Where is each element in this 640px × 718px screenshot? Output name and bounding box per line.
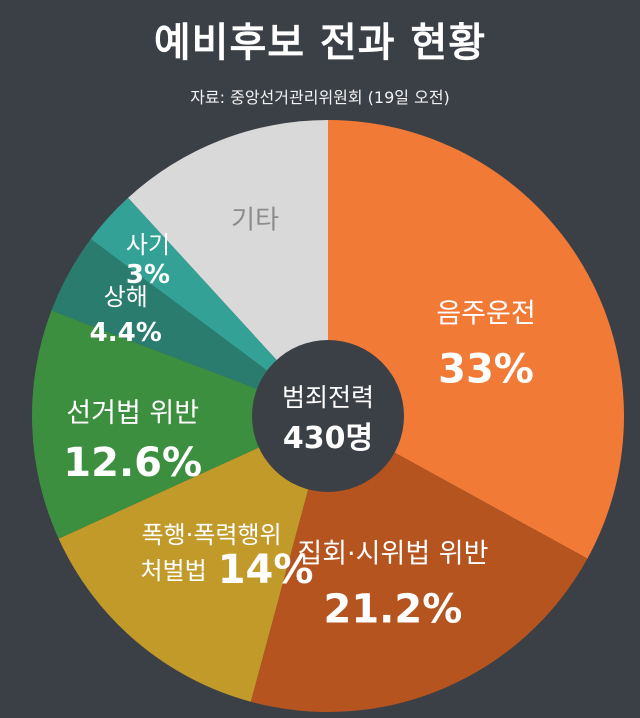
center-hole xyxy=(252,340,404,492)
pie-slice-선거법-위반 xyxy=(31,310,328,539)
pie-slices xyxy=(31,119,625,712)
slice-value-폭행-폭력행위-처벌법: 14% xyxy=(218,547,314,593)
slice-value-상해: 4.4% xyxy=(90,318,162,348)
chart-title: 예비후보 전과 현황 xyxy=(153,20,487,66)
pie-slice-음주운전 xyxy=(328,119,625,559)
slice-name-음주운전: 음주운전 xyxy=(436,299,535,330)
pie-slice-기타 xyxy=(128,120,328,416)
chart-source: 자료: 중앙선거관리위원회 (19일 오전) xyxy=(190,88,450,107)
pie-slice-폭행-폭력행위-처벌법 xyxy=(58,416,329,702)
slice-name-집회-시위법-위반: 집회·시위법 위반 xyxy=(297,539,488,570)
slice-name-사기: 사기 xyxy=(126,231,170,259)
slice-name-기타: 기타 xyxy=(231,205,279,235)
center-value: 430명 xyxy=(283,421,373,456)
slice-value-음주운전: 33% xyxy=(438,347,534,393)
pie-slice-사기 xyxy=(90,197,329,416)
slice-name-선거법-위반: 선거법 위반 xyxy=(66,398,199,429)
slice-value-선거법-위반: 12.6% xyxy=(63,440,202,486)
slice-name-폭행-폭력행위-처벌법-line2: 처벌법 xyxy=(140,557,206,585)
pie-slice-상해 xyxy=(51,239,328,416)
slice-value-사기: 3% xyxy=(126,260,170,290)
slice-name-폭행-폭력행위-처벌법-line1: 폭행·폭력행위 xyxy=(142,521,282,549)
center-label: 범죄전력 xyxy=(282,383,374,412)
slice-value-집회-시위법-위반: 21.2% xyxy=(324,587,463,633)
slice-name-상해: 상해 xyxy=(104,283,148,311)
